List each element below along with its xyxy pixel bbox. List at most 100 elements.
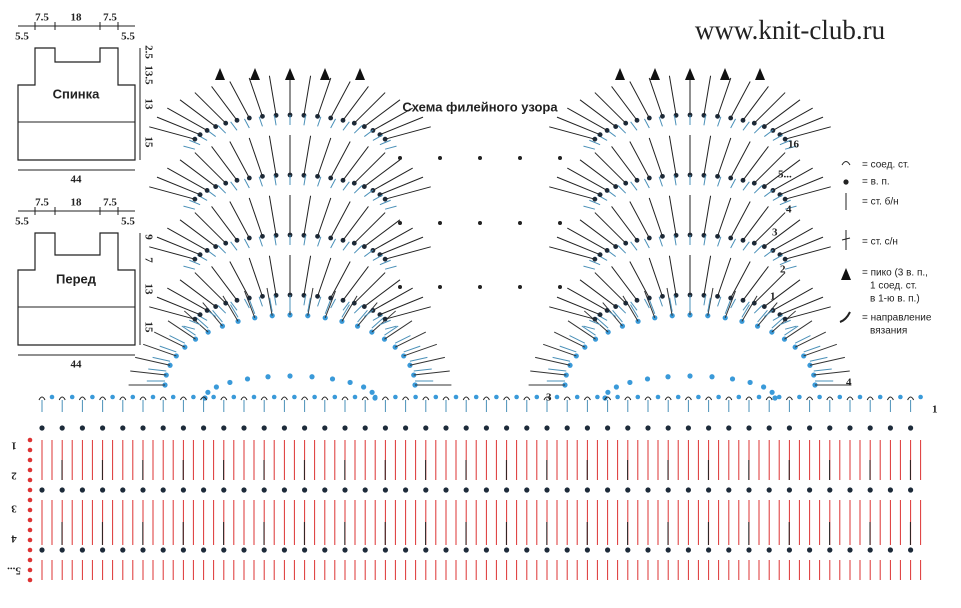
dot [908, 547, 914, 553]
stroke [167, 320, 196, 340]
chain-arch [482, 396, 490, 401]
stroke [364, 219, 401, 247]
stroke [581, 325, 596, 336]
stroke [179, 219, 216, 247]
dot [665, 487, 671, 493]
stroke [372, 194, 384, 201]
row-number: 2 [780, 264, 786, 276]
dot [726, 487, 732, 493]
dot [110, 394, 115, 400]
dot [605, 487, 611, 493]
stroke [167, 107, 208, 131]
stroke [794, 335, 811, 344]
dot [362, 547, 368, 553]
dot [645, 487, 651, 493]
chain-arch [422, 396, 430, 401]
dot [675, 394, 681, 400]
stroke [258, 236, 263, 247]
stroke [669, 297, 673, 312]
dot [180, 547, 186, 553]
dot [887, 487, 894, 493]
row-number: 16 [788, 139, 800, 151]
stroke [409, 356, 445, 366]
stroke [330, 141, 351, 179]
stroke [258, 116, 263, 127]
stroke [181, 325, 196, 336]
stroke [658, 236, 663, 247]
dimension: 7.5 [35, 197, 49, 209]
stroke [784, 145, 797, 150]
dot [201, 487, 207, 493]
stroke [317, 77, 332, 117]
dot [197, 192, 203, 198]
dot [887, 547, 894, 553]
stroke [130, 370, 167, 376]
chain-arch [523, 396, 531, 401]
stroke [552, 356, 571, 362]
dot [150, 394, 156, 400]
stroke [342, 181, 350, 191]
legend-symbol [841, 161, 851, 166]
stroke [794, 331, 826, 348]
stroke [303, 235, 307, 246]
dot [766, 547, 772, 553]
legend-text: = ст. б/н [862, 196, 899, 208]
dot [473, 394, 479, 400]
dot [352, 394, 358, 400]
stroke [742, 266, 769, 301]
dot [302, 487, 308, 493]
legend-text: в 1-ю в. п.) [870, 294, 920, 305]
stroke [258, 296, 263, 307]
dot [79, 425, 85, 431]
dot [227, 379, 233, 386]
dot [170, 394, 176, 400]
stroke [379, 116, 424, 136]
stroke [371, 317, 385, 329]
stroke [149, 186, 196, 200]
stroke [595, 317, 609, 329]
stroke [666, 287, 673, 316]
stroke [384, 306, 431, 320]
stroke [229, 261, 250, 299]
dimension: 18 [71, 12, 83, 24]
stroke [648, 137, 663, 177]
legend-symbol [839, 311, 851, 323]
stroke [554, 331, 586, 348]
dot [287, 373, 293, 379]
stroke [673, 295, 677, 306]
dot [726, 425, 732, 431]
stroke [611, 86, 638, 121]
stroke [364, 309, 374, 317]
garment-label: Перед [56, 271, 97, 286]
chain-arch [200, 396, 208, 401]
stroke [194, 92, 227, 124]
dot [504, 425, 510, 431]
stroke [779, 319, 791, 326]
stroke [194, 152, 227, 184]
stroke [269, 297, 273, 312]
dot [843, 179, 849, 185]
dot [281, 547, 287, 553]
stroke [384, 205, 397, 210]
dot [120, 487, 126, 493]
dot [772, 395, 778, 401]
stroke [673, 115, 677, 126]
stroke [179, 279, 216, 307]
dot [908, 487, 914, 493]
dot [524, 547, 530, 553]
stroke [668, 255, 677, 296]
stroke [330, 261, 351, 299]
stroke [644, 298, 650, 309]
stroke [217, 245, 227, 254]
dot [39, 547, 45, 553]
stroke [149, 306, 196, 320]
stroke [248, 197, 263, 237]
dot [261, 425, 267, 431]
stroke [154, 331, 186, 348]
dot [544, 487, 550, 493]
stroke [644, 118, 650, 129]
dot [372, 394, 378, 400]
dot [685, 425, 692, 431]
dot [635, 394, 641, 400]
stroke [629, 141, 650, 179]
